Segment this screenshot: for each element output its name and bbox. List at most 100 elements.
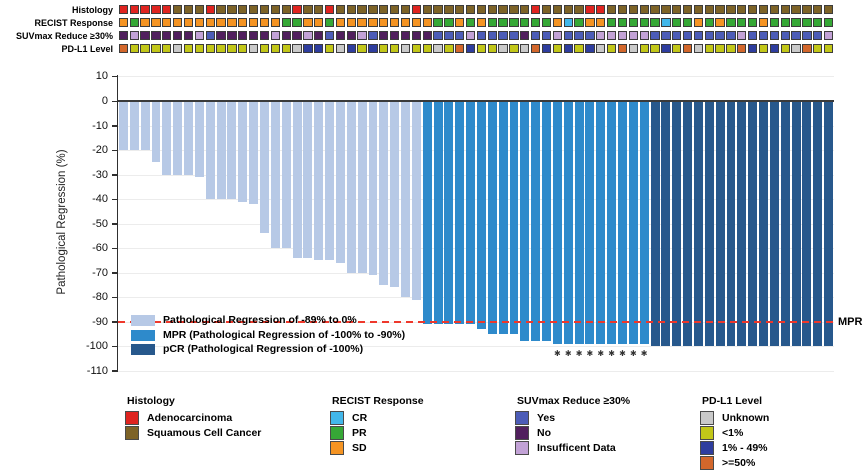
track-2-square — [129, 18, 139, 28]
mpr-threshold-line — [118, 320, 836, 323]
track-1-square — [585, 5, 595, 15]
track-3-square — [813, 31, 823, 41]
track-2-square — [823, 18, 834, 28]
track-4-square — [823, 44, 834, 54]
track-4-square — [422, 44, 432, 54]
waterfall-bar — [780, 101, 790, 347]
waterfall-bar — [119, 101, 128, 151]
track-1-square — [129, 5, 139, 15]
legend-item-label: >=50% — [722, 457, 756, 469]
track-4-square — [476, 44, 487, 54]
waterfall-bar — [531, 101, 541, 342]
track-2-square — [314, 18, 324, 28]
track-3-square — [324, 31, 335, 41]
legend-swatch — [700, 426, 714, 440]
track-2-square — [248, 18, 259, 28]
track-3-square — [422, 31, 432, 41]
track-4-square — [748, 44, 758, 54]
waterfall-bar — [270, 101, 280, 249]
track-1-square — [476, 5, 487, 15]
track-2-square — [737, 18, 747, 28]
waterfall-bar — [585, 101, 595, 344]
track-1-square — [433, 5, 443, 15]
track-4-square — [661, 44, 671, 54]
track-4-square — [758, 44, 769, 54]
track-4-square — [248, 44, 259, 54]
track-2-square — [259, 18, 270, 28]
y-tick — [111, 75, 117, 78]
track-2-square — [270, 18, 280, 28]
track-3-square — [823, 31, 834, 41]
waterfall-bar — [216, 101, 226, 200]
track-2-square — [650, 18, 660, 28]
track-1-square — [140, 5, 150, 15]
track-4-square — [585, 44, 595, 54]
plot-legend-label: pCR (Pathological Regression of -100%) — [163, 343, 364, 355]
track-2-square — [205, 18, 215, 28]
track-1-square — [672, 5, 682, 15]
track-1-square — [574, 5, 584, 15]
track-2-square — [281, 18, 291, 28]
track-1-square — [693, 5, 704, 15]
waterfall-bar — [563, 101, 573, 344]
track-3-square — [617, 31, 628, 41]
track-2-square — [628, 18, 638, 28]
track-2-square — [476, 18, 487, 28]
track-2-square — [552, 18, 563, 28]
track-4-square — [216, 44, 226, 54]
gridline — [118, 370, 834, 372]
legend-group-title: PD-L1 Level — [702, 395, 763, 407]
track-1-square — [455, 5, 465, 15]
track-4-square — [270, 44, 280, 54]
legend-item-label: No — [537, 427, 551, 439]
track-4-square — [140, 44, 150, 54]
legend-group-title: RECIST Response — [332, 395, 424, 407]
legend-swatch — [515, 411, 529, 425]
legend-item-label: <1% — [722, 427, 744, 439]
track-1-square — [802, 5, 812, 15]
gridline — [118, 297, 834, 299]
track-3-square — [248, 31, 259, 41]
track-3-square — [140, 31, 150, 41]
track-1-square — [606, 5, 617, 15]
track-2-square — [585, 18, 595, 28]
track-3-square — [270, 31, 280, 41]
track-4-square — [303, 44, 313, 54]
track-1-square — [270, 5, 280, 15]
track-3-square — [455, 31, 465, 41]
waterfall-bar — [650, 101, 660, 347]
waterfall-bar — [498, 101, 508, 335]
mpr-label: MPR — [838, 315, 863, 328]
track-label-4: PD-L1 Level — [61, 44, 113, 54]
waterfall-bar — [140, 101, 150, 151]
track-4-square — [465, 44, 476, 54]
track-2-square — [498, 18, 508, 28]
track-4-square — [574, 44, 584, 54]
significance-star: ✱ — [564, 348, 572, 358]
track-4-square — [769, 44, 779, 54]
gridline — [118, 174, 834, 176]
legend-swatch — [515, 426, 529, 440]
track-3-square — [791, 31, 801, 41]
waterfall-bar — [726, 101, 736, 347]
track-3-square — [303, 31, 313, 41]
track-4-square — [314, 44, 324, 54]
y-tick — [111, 247, 117, 250]
legend-item-label: SD — [352, 442, 367, 454]
track-2-square — [693, 18, 704, 28]
waterfall-bar — [618, 101, 627, 344]
track-4-square — [357, 44, 367, 54]
track-3-square — [650, 31, 660, 41]
waterfall-bar — [683, 101, 693, 347]
track-2-square — [390, 18, 400, 28]
waterfall-bar — [672, 101, 682, 347]
gridline — [118, 223, 834, 225]
track-3-square — [314, 31, 324, 41]
track-4-square — [183, 44, 194, 54]
legend-item-label: Unknown — [722, 412, 770, 424]
track-4-square — [238, 44, 248, 54]
track-4-square — [715, 44, 725, 54]
track-2-square — [596, 18, 606, 28]
track-2-square — [151, 18, 161, 28]
track-3-square — [628, 31, 638, 41]
